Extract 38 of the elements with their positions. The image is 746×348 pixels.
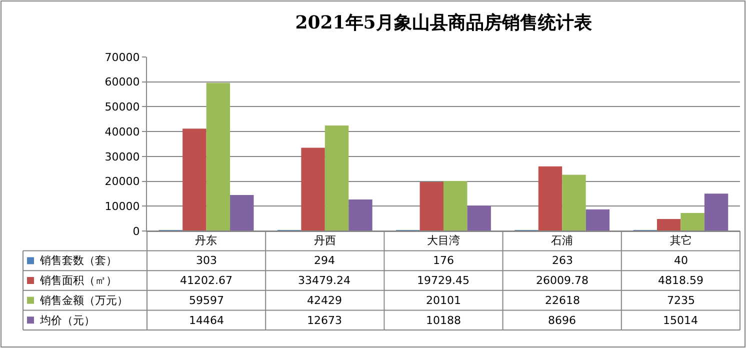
y-tick-label: 20000 bbox=[104, 175, 140, 188]
data-label: 263 bbox=[552, 254, 573, 267]
data-label: 40 bbox=[674, 254, 688, 267]
data-label: 14464 bbox=[189, 314, 224, 327]
legend-label: 均价（元） bbox=[39, 314, 95, 327]
y-tick-label: 10000 bbox=[104, 200, 140, 213]
data-label: 8696 bbox=[548, 314, 576, 327]
data-label: 303 bbox=[196, 254, 217, 267]
x-tick-label: 石浦 bbox=[551, 234, 573, 247]
chart-title: 2021年5月象山县商品房销售统计表 bbox=[295, 12, 592, 34]
x-tick-label: 丹西 bbox=[314, 234, 336, 247]
data-label: 15014 bbox=[663, 314, 698, 327]
data-label: 10188 bbox=[426, 314, 461, 327]
y-tick-label: 0 bbox=[132, 224, 140, 238]
legend-label: 销售面积（㎡） bbox=[39, 274, 117, 287]
legend-label: 销售金额（万元） bbox=[39, 294, 128, 307]
data-label: 26009.78 bbox=[536, 274, 588, 287]
legend-label: 销售套数（套） bbox=[39, 254, 117, 267]
y-tick-label: 50000 bbox=[104, 100, 140, 114]
data-label: 33479.24 bbox=[298, 274, 350, 287]
data-label: 41202.67 bbox=[180, 274, 232, 287]
data-label: 12673 bbox=[307, 314, 342, 327]
data-label: 42429 bbox=[307, 294, 342, 307]
y-tick-label: 30000 bbox=[104, 150, 140, 164]
x-tick-label: 丹东 bbox=[195, 234, 217, 247]
data-label: 19729.45 bbox=[417, 274, 470, 287]
y-tick-label: 70000 bbox=[104, 50, 140, 64]
data-label: 20101 bbox=[426, 294, 461, 307]
y-tick-label: 60000 bbox=[104, 76, 140, 89]
data-label: 176 bbox=[433, 254, 454, 267]
y-tick-label: 40000 bbox=[104, 125, 140, 138]
data-label: 7235 bbox=[667, 294, 695, 307]
data-label: 59597 bbox=[189, 294, 224, 307]
x-tick-label: 其它 bbox=[670, 234, 692, 247]
data-label: 4818.59 bbox=[658, 274, 704, 287]
data-label: 22618 bbox=[545, 294, 580, 307]
data-label: 294 bbox=[314, 254, 335, 267]
x-tick-label: 大目湾 bbox=[427, 234, 460, 247]
